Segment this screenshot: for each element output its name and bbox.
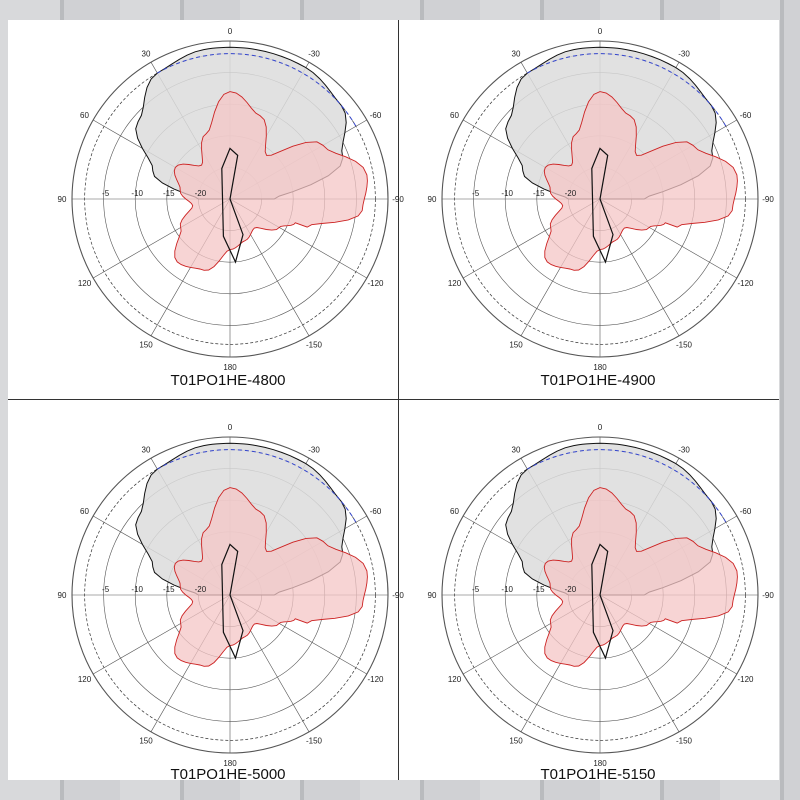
series-0-reference-arc xyxy=(157,53,357,127)
horizontal-divider xyxy=(8,399,779,400)
series-0-center-lobe xyxy=(591,147,614,264)
series-0-reference-arc xyxy=(527,449,727,523)
angle-tick-label: 90 xyxy=(58,195,67,204)
angle-tick-label: -60 xyxy=(740,111,752,120)
angle-tick-label: -60 xyxy=(740,507,752,516)
radial-tick-label: -10 xyxy=(131,585,143,594)
series-0-center-lobe xyxy=(221,147,244,264)
angle-tick-label: -30 xyxy=(678,446,690,455)
angle-tick-label: 30 xyxy=(512,446,521,455)
radial-tick-label: -5 xyxy=(102,189,110,198)
angle-tick-label: -90 xyxy=(762,195,774,204)
angle-tick-label: -150 xyxy=(306,737,323,746)
angle-tick-label: -30 xyxy=(308,50,320,59)
radial-tick-label: -20 xyxy=(565,189,577,198)
panel-caption: T01PO1HE-4900 xyxy=(540,372,656,389)
polar-chart-2: 0 -30 -60 -90 -120 -150 180 150 120 90 60 30 -5 -10 -1… xyxy=(428,27,775,372)
angle-tick-label: 150 xyxy=(509,341,523,350)
radial-tick-label: -10 xyxy=(501,585,513,594)
series-0-reference-arc xyxy=(157,449,357,523)
angle-tick-label: -30 xyxy=(678,50,690,59)
panel-caption: T01PO1HE-4800 xyxy=(170,372,286,389)
panel-caption: T01PO1HE-5000 xyxy=(170,766,286,783)
angle-tick-label: -90 xyxy=(392,195,404,204)
angle-tick-label: -120 xyxy=(367,675,384,684)
angle-tick-label: 0 xyxy=(598,423,603,432)
angle-tick-label: 180 xyxy=(593,759,607,768)
angle-tick-label: -150 xyxy=(306,341,323,350)
polar-panel-2: 0 -30 -60 -90 -120 -150 180 150 120 90 60 30 -5 -10 -1… xyxy=(408,22,788,402)
angle-tick-label: 120 xyxy=(448,279,462,288)
angle-tick-label: 0 xyxy=(598,27,603,36)
radial-tick-label: -10 xyxy=(131,189,143,198)
angle-tick-label: 150 xyxy=(509,737,523,746)
angle-tick-label: 150 xyxy=(139,737,153,746)
angle-tick-label: -150 xyxy=(676,341,693,350)
angle-tick-label: 120 xyxy=(78,279,92,288)
angle-tick-label: 60 xyxy=(80,507,89,516)
radial-tick-label: -5 xyxy=(102,585,110,594)
angle-tick-label: 180 xyxy=(223,759,237,768)
polar-panel-4: 0 -30 -60 -90 -120 -150 180 150 120 90 60 30 -5 -10 -1… xyxy=(408,418,788,798)
angle-tick-label: 0 xyxy=(228,27,233,36)
polar-panel-1: 0 -30 -60 -90 -120 -150 180 150 120 90 60 30 -5 -10 -1… xyxy=(38,22,418,402)
radial-tick-label: -5 xyxy=(472,189,480,198)
angle-tick-label: 30 xyxy=(142,50,151,59)
angle-tick-label: 0 xyxy=(228,423,233,432)
angle-tick-label: -120 xyxy=(737,279,754,288)
angle-tick-label: 90 xyxy=(58,591,67,600)
angle-tick-label: 30 xyxy=(142,446,151,455)
series-0-center-lobe xyxy=(221,543,244,660)
angle-tick-label: 180 xyxy=(593,363,607,372)
angle-tick-label: 150 xyxy=(139,341,153,350)
vertical-divider xyxy=(398,20,399,780)
radial-tick-label: -15 xyxy=(533,189,545,198)
angle-tick-label: 120 xyxy=(78,675,92,684)
angle-tick-label: 30 xyxy=(512,50,521,59)
angle-tick-label: 120 xyxy=(448,675,462,684)
radial-tick-label: -15 xyxy=(533,585,545,594)
angle-tick-label: -90 xyxy=(762,591,774,600)
radial-tick-label: -20 xyxy=(565,585,577,594)
angle-tick-label: -120 xyxy=(367,279,384,288)
angle-tick-label: 90 xyxy=(428,591,437,600)
series-0-reference-arc xyxy=(527,53,727,127)
angle-tick-label: 60 xyxy=(450,507,459,516)
radial-tick-label: -15 xyxy=(163,585,175,594)
radial-tick-label: -20 xyxy=(195,189,207,198)
angle-tick-label: -120 xyxy=(737,675,754,684)
panel-caption: T01PO1HE-5150 xyxy=(540,766,656,783)
radial-tick-label: -15 xyxy=(163,189,175,198)
radial-tick-label: -20 xyxy=(195,585,207,594)
radial-tick-label: -10 xyxy=(501,189,513,198)
polar-chart-4: 0 -30 -60 -90 -120 -150 180 150 120 90 60 30 -5 -10 -1… xyxy=(428,423,775,768)
polar-panel-3: 0 -30 -60 -90 -120 -150 180 150 120 90 60 30 -5 -10 -1… xyxy=(38,418,418,798)
polar-chart-1: 0 -30 -60 -90 -120 -150 180 150 120 90 60 30 -5 -10 -1… xyxy=(58,27,405,372)
angle-tick-label: 60 xyxy=(80,111,89,120)
angle-tick-label: 60 xyxy=(450,111,459,120)
series-0-center-lobe xyxy=(591,543,614,660)
polar-chart-3: 0 -30 -60 -90 -120 -150 180 150 120 90 60 30 -5 -10 -1… xyxy=(58,423,405,768)
radial-tick-label: -5 xyxy=(472,585,480,594)
angle-tick-label: -150 xyxy=(676,737,693,746)
angle-tick-label: -60 xyxy=(370,507,382,516)
angle-tick-label: -60 xyxy=(370,111,382,120)
angle-tick-label: 180 xyxy=(223,363,237,372)
angle-tick-label: 90 xyxy=(428,195,437,204)
angle-tick-label: -30 xyxy=(308,446,320,455)
angle-tick-label: -90 xyxy=(392,591,404,600)
